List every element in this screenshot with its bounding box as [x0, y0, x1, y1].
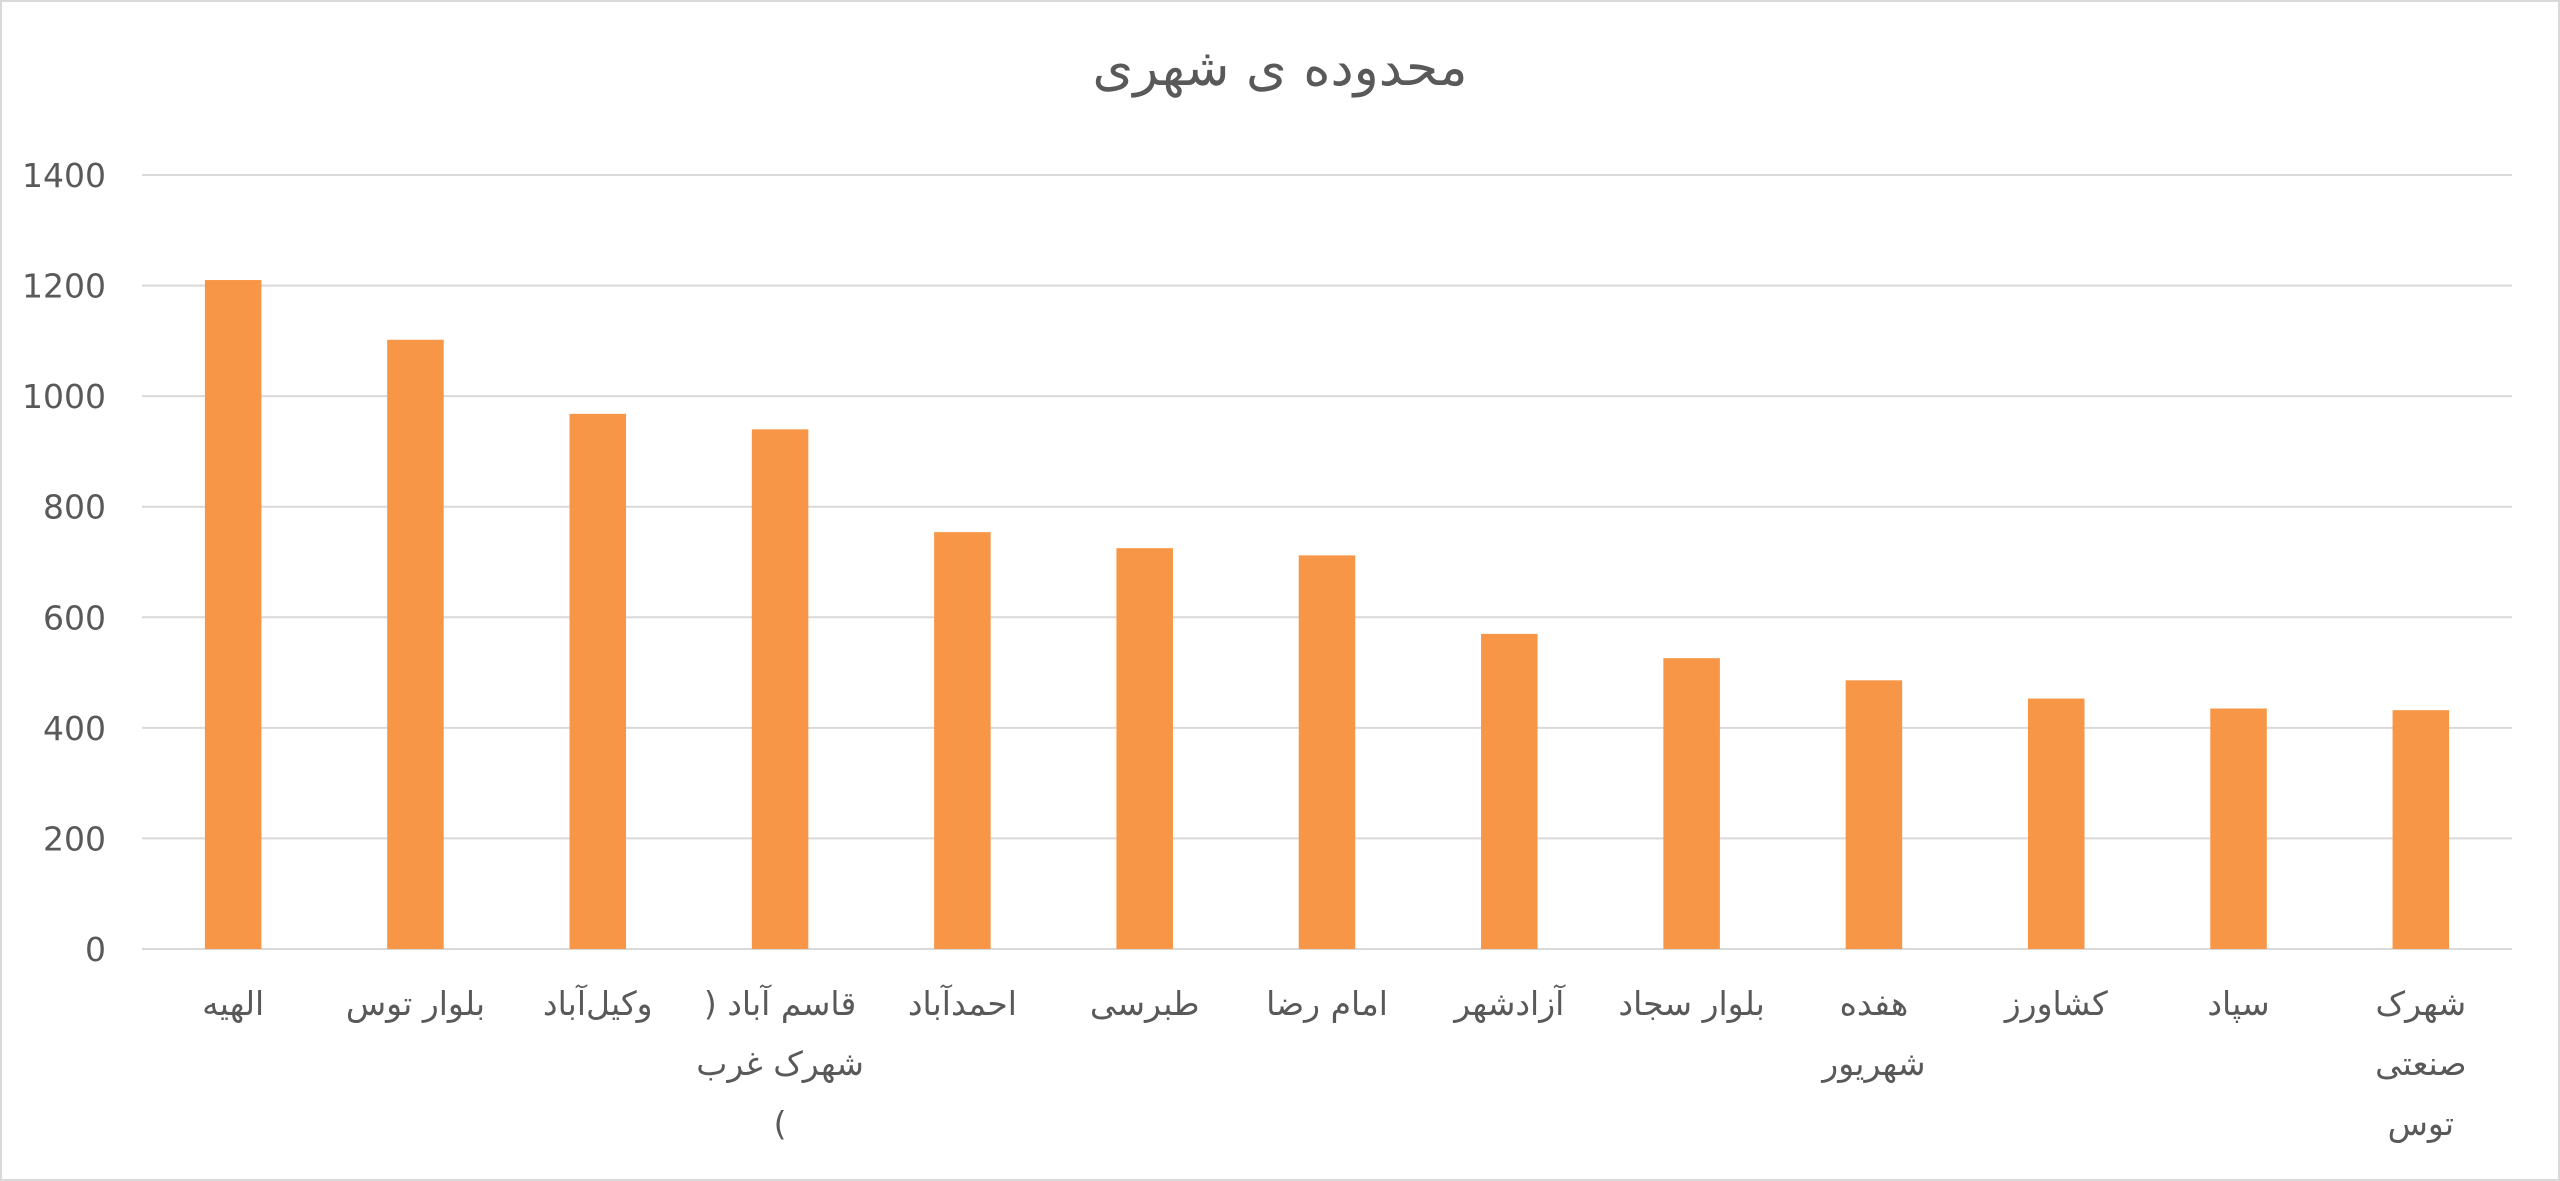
bar: [751, 429, 809, 949]
x-tick-label: کشاورز: [2003, 984, 2108, 1023]
bar: [1298, 555, 1356, 949]
chart-title: محدوده ی شهری: [1092, 38, 1468, 98]
bar: [934, 532, 991, 949]
bar: [1116, 548, 1173, 949]
x-tick-label: قاسم آباد (شهرک غرب): [696, 984, 864, 1143]
x-tick-label: امام رضا: [1266, 984, 1388, 1023]
bar: [204, 280, 262, 949]
y-tick-label: 1400: [22, 156, 106, 195]
x-tick-label: آزادشهر: [1452, 984, 1566, 1023]
x-tick-label: وکیل‌آباد: [543, 984, 653, 1023]
x-tick-label: شهرک صنعتی توس: [2375, 984, 2466, 1143]
y-tick-label: 0: [85, 930, 106, 969]
bar: [1663, 658, 1720, 949]
x-tick-label: طبرسی: [1090, 984, 1200, 1023]
x-tick-label: هفده شهریور: [1820, 984, 1925, 1083]
bar: [2027, 698, 2085, 949]
y-tick-label: 400: [43, 709, 106, 748]
x-tick-label: بلوار توس: [346, 984, 485, 1023]
bar: [1481, 633, 1538, 949]
x-tick-label: بلوار سجاد: [1618, 984, 1764, 1023]
y-tick-label: 600: [43, 598, 106, 637]
x-tick-label: سپاد: [2207, 984, 2269, 1023]
y-tick-label: 1000: [22, 377, 106, 416]
bar: [1845, 680, 1903, 949]
y-tick-label: 1200: [22, 267, 106, 306]
bar: [387, 339, 444, 949]
y-tick-label: 800: [43, 488, 106, 527]
x-tick-label: الهیه: [202, 984, 264, 1023]
bar: [2392, 710, 2450, 949]
x-tick-label: احمدآباد: [908, 984, 1017, 1023]
y-tick-label: 200: [43, 819, 106, 858]
bar: [569, 413, 627, 949]
bar: [2210, 708, 2267, 949]
